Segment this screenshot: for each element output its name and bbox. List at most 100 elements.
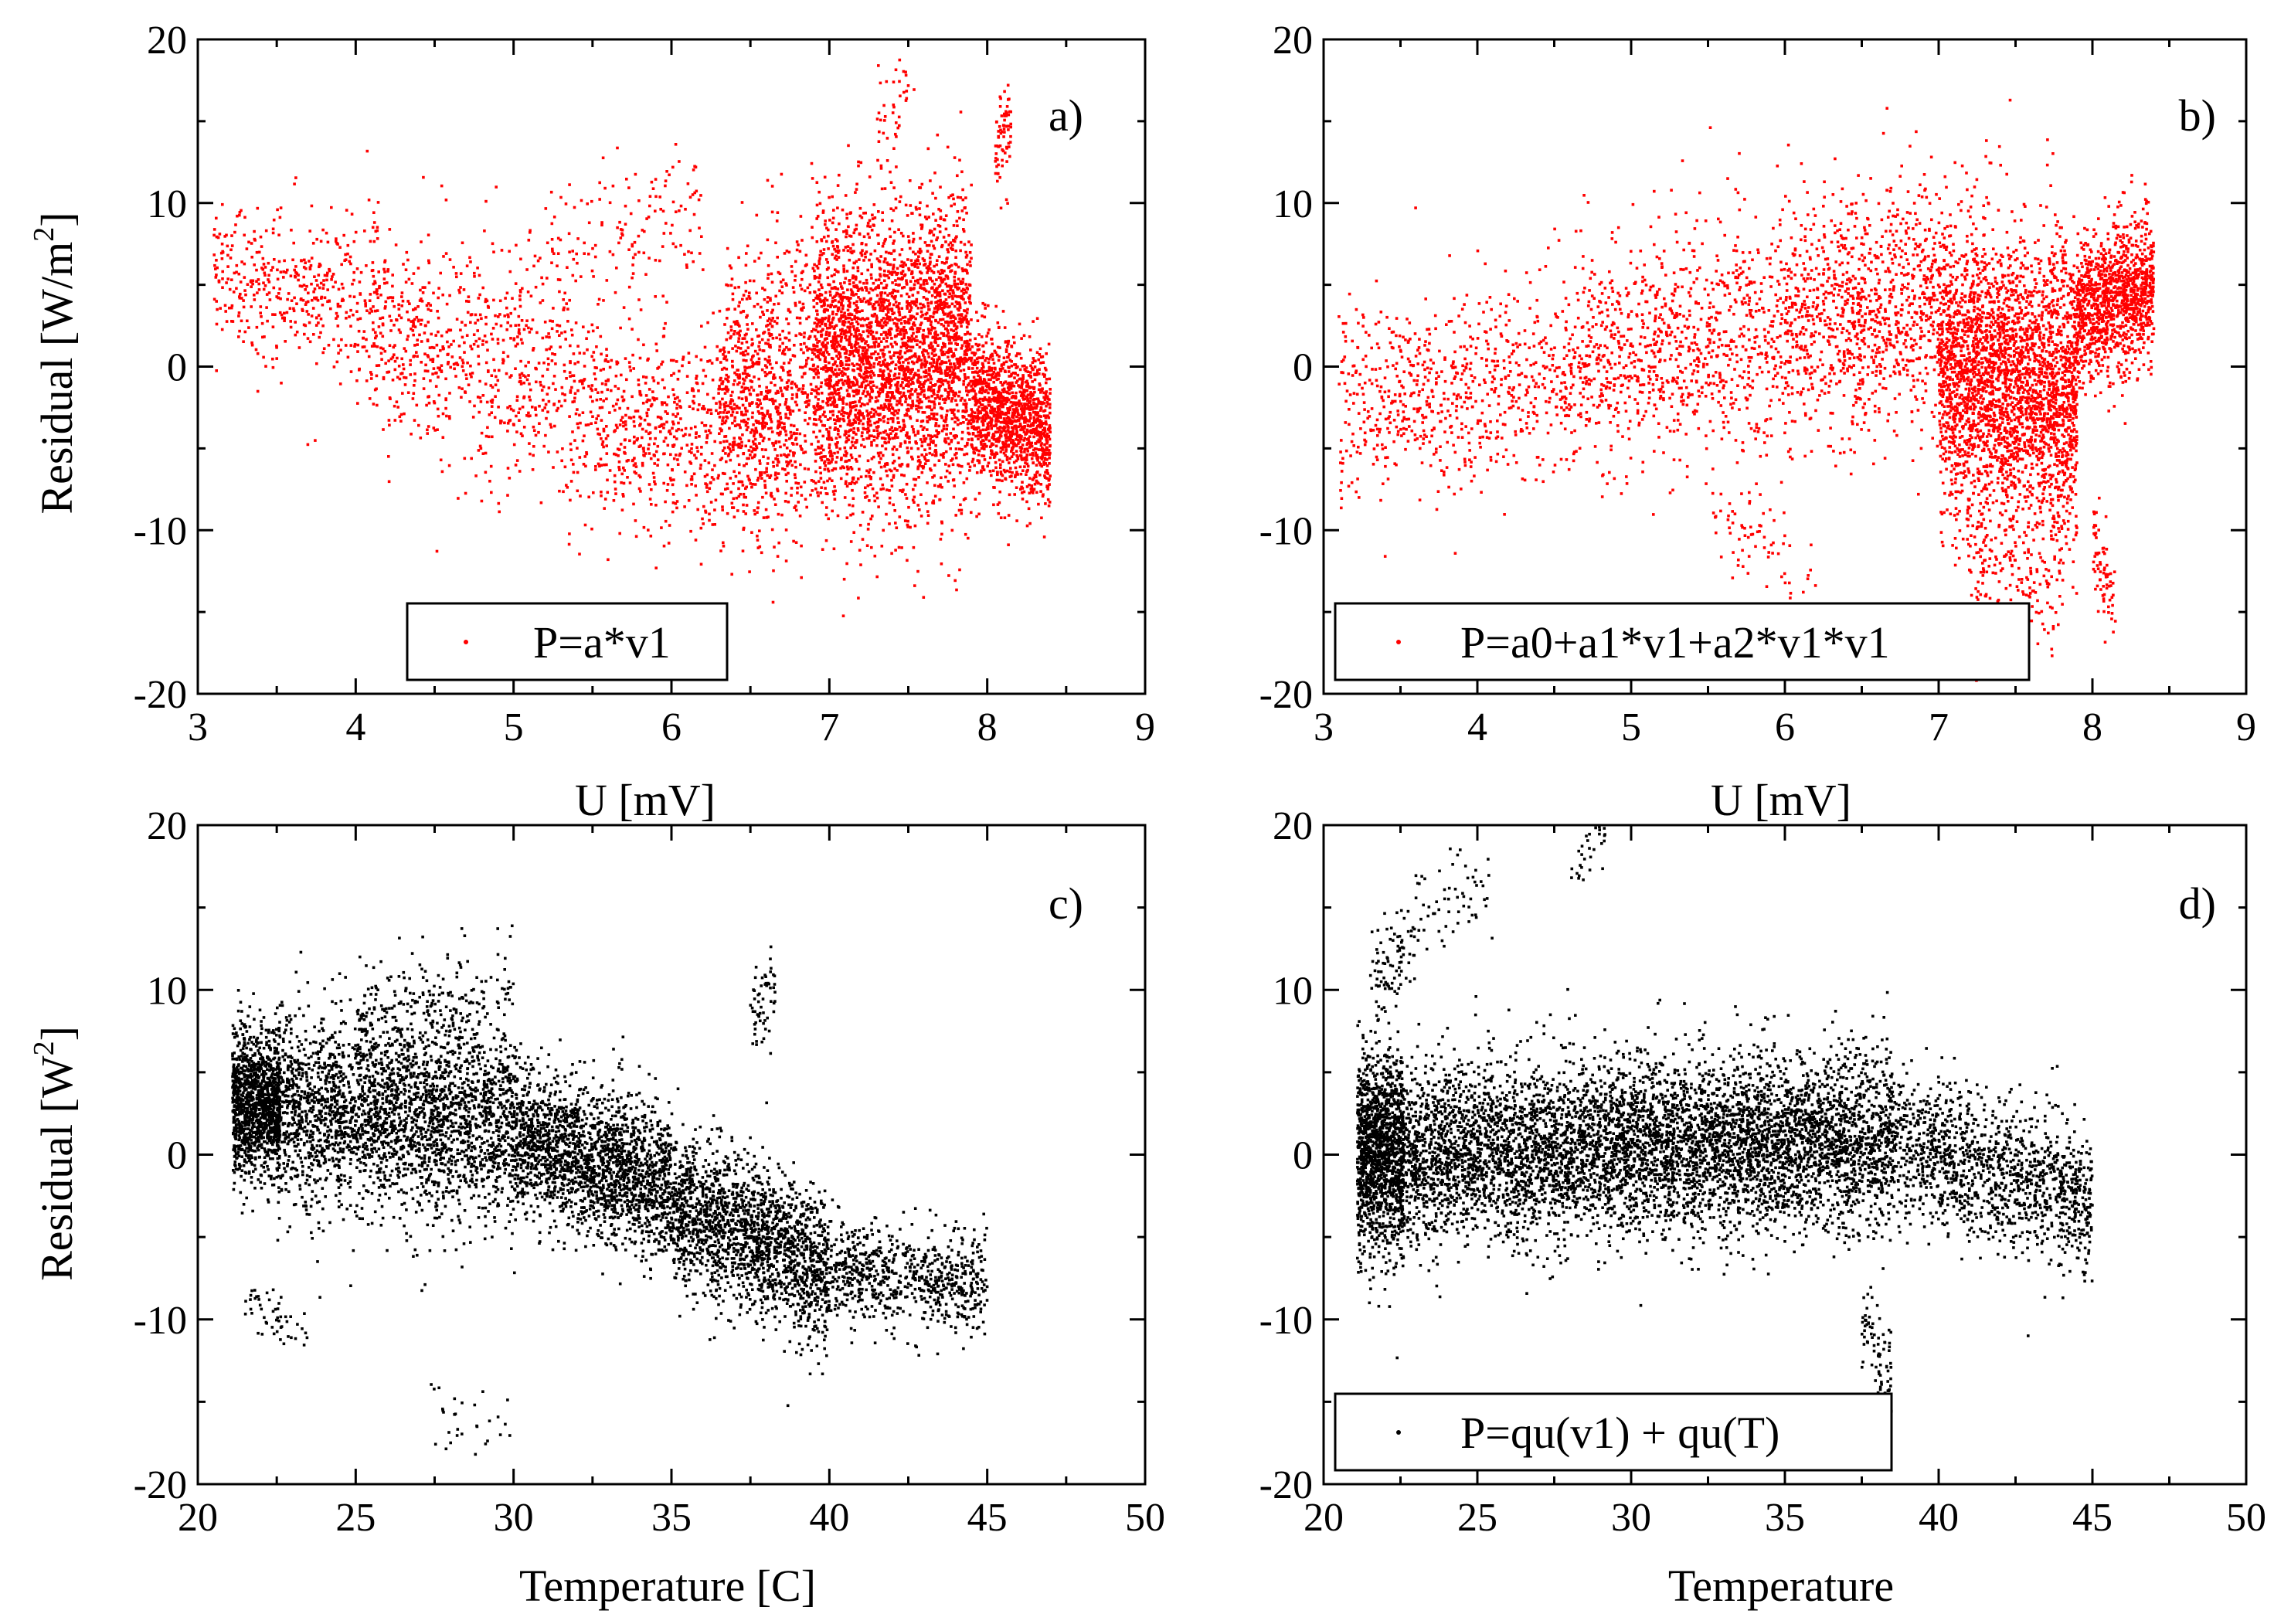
panel-a-point: [591, 384, 594, 387]
panel-a-point: [380, 352, 383, 355]
panel-a-point: [535, 286, 538, 289]
panel-a-point: [583, 242, 586, 245]
panel-a-point: [374, 337, 377, 340]
panel-a-point: [518, 298, 522, 301]
panel-a-point: [531, 406, 534, 409]
panel-a-point: [320, 240, 323, 243]
panel-a-point: [784, 416, 787, 419]
panel-a-point: [517, 411, 520, 414]
panel-a-point: [335, 237, 338, 240]
panel-a-point: [416, 355, 419, 358]
panel-a-point: [224, 310, 227, 313]
panel-a-point: [440, 335, 444, 338]
panel-a-point: [400, 304, 403, 307]
panel-a-point: [233, 231, 236, 234]
panel-a-point: [449, 258, 452, 261]
panel-a-point: [557, 252, 560, 255]
panel-a-point: [406, 338, 409, 341]
panel-a-point: [583, 386, 586, 389]
panel-a-point: [437, 317, 440, 320]
panel-a-point: [548, 336, 551, 339]
panel-a-point: [481, 343, 484, 346]
panel-a-point: [365, 309, 369, 312]
panel-a-point: [280, 382, 283, 385]
panel-a-point: [594, 465, 597, 468]
panel-a-point: [700, 527, 703, 530]
panel-a-point: [437, 355, 440, 358]
panel-a-point: [446, 303, 449, 306]
panel-a-point: [365, 379, 369, 382]
panel-a-point: [678, 399, 682, 403]
panel-a-point: [647, 408, 650, 411]
panel-a-point: [772, 465, 775, 468]
panel-a-point: [378, 325, 381, 328]
panel-a-point: [444, 399, 447, 402]
panel-a-point: [312, 333, 315, 336]
panel-a-point: [748, 479, 751, 482]
panel-a-point: [253, 294, 256, 297]
panel-a-point: [372, 261, 375, 264]
panel-a-point: [290, 229, 293, 232]
panel-a-point: [311, 299, 314, 302]
panel-a-point: [575, 321, 578, 324]
panel-a-point: [606, 279, 609, 282]
panel-a-point: [388, 424, 391, 427]
panel-a-point: [464, 391, 467, 394]
panel-a-point: [529, 331, 532, 334]
panel-a-point: [499, 300, 502, 303]
panel-a-point: [518, 380, 522, 383]
panel-a-point: [628, 361, 631, 364]
panel-a-point: [382, 324, 385, 327]
panel-a-point: [729, 477, 733, 480]
panel-a-point: [243, 276, 246, 279]
panel-a-point: [303, 259, 306, 262]
panel-a-point: [275, 357, 278, 360]
panel-a-point: [307, 313, 310, 316]
panel-a-point: [551, 352, 554, 355]
panel-a-point: [436, 310, 439, 313]
panel-a-point: [545, 417, 548, 420]
panel-a-point: [617, 466, 620, 469]
panel-a-point: [476, 329, 479, 332]
panel-a-point: [408, 278, 411, 281]
panel-a-point: [689, 196, 692, 199]
panel-a-point: [655, 343, 658, 346]
panel-a-point: [413, 272, 416, 275]
panel-a-point: [532, 347, 535, 350]
panel-a-point: [448, 417, 451, 420]
panel-a-point: [230, 320, 233, 323]
panel-a-point: [280, 270, 283, 273]
panel-a-point: [700, 358, 703, 362]
panel-a-point: [622, 494, 625, 498]
panel-a-point: [672, 501, 675, 505]
panel-a-point: [612, 405, 615, 408]
panel-a-point: [793, 424, 796, 427]
panel-a-point: [708, 513, 711, 516]
panel-a-point: [701, 422, 704, 425]
panel-a-point: [509, 419, 512, 422]
panel-a-point: [448, 294, 451, 297]
panel-a-point: [390, 358, 393, 361]
panel-a-point: [319, 331, 322, 335]
panel-a-point: [660, 526, 663, 529]
panel-a-point: [505, 328, 508, 331]
panel-a-point: [692, 260, 695, 263]
panel-a-point: [521, 341, 524, 345]
panel-a-point: [437, 415, 440, 418]
panel-a-point: [641, 462, 644, 465]
panel-a-point: [362, 345, 365, 348]
panel-a-point: [675, 360, 678, 363]
panel-a-point: [423, 377, 426, 380]
panel-a-point: [655, 349, 658, 352]
panel-a-point: [461, 358, 464, 362]
panel-a-point: [318, 314, 321, 317]
panel-a-point: [783, 443, 786, 447]
panel-a-point: [336, 361, 339, 364]
panel-a-point: [427, 354, 430, 357]
panel-a-point: [693, 473, 696, 476]
panel-a-point: [610, 359, 614, 362]
panel-a-point: [627, 248, 631, 251]
panel-a-point: [558, 334, 561, 337]
panel-a-point: [372, 305, 375, 308]
panel-a-point: [651, 376, 654, 379]
